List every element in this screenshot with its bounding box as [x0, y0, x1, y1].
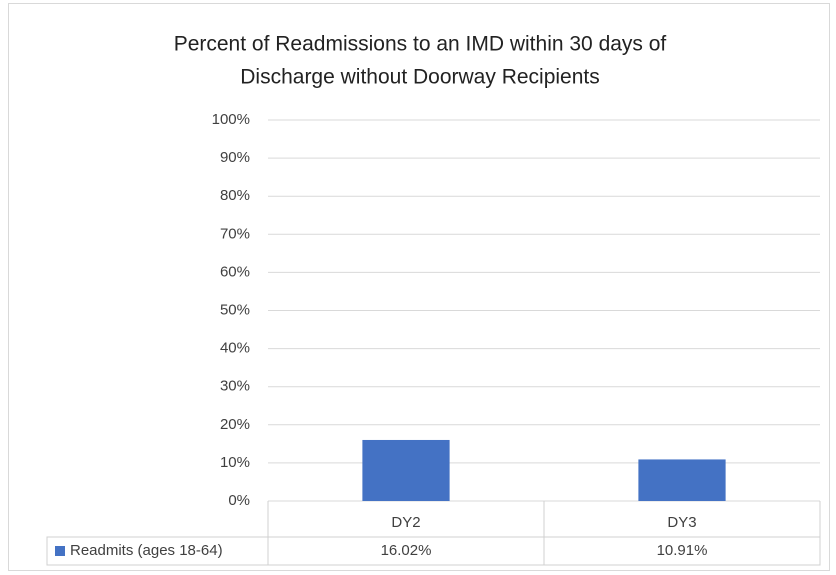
x-tick-label: DY2: [391, 514, 420, 531]
y-tick-label: 50%: [220, 301, 250, 318]
legend-label: Readmits (ages 18-64): [70, 542, 223, 559]
chart-title: Percent of Readmissions to an IMD within…: [174, 33, 667, 56]
chart-title: Discharge without Doorway Recipients: [240, 66, 600, 89]
x-tick-label: DY3: [667, 514, 696, 531]
table-grid: [46, 501, 821, 566]
bar: [362, 439, 450, 501]
data-label: 10.91%: [657, 542, 708, 559]
y-tick-label: 70%: [220, 225, 250, 242]
bar: [638, 459, 726, 501]
y-tick-label: 0%: [228, 492, 250, 509]
y-tick-label: 30%: [220, 378, 250, 395]
y-tick-label: 10%: [220, 454, 250, 471]
y-tick-label: 20%: [220, 416, 250, 433]
y-tick-label: 80%: [220, 187, 250, 204]
legend-key: [55, 546, 65, 556]
y-tick-label: 100%: [212, 111, 250, 128]
y-tick-label: 60%: [220, 263, 250, 280]
y-tick-label: 90%: [220, 149, 250, 166]
y-tick-label: 40%: [220, 340, 250, 357]
data-label: 16.02%: [381, 542, 432, 559]
